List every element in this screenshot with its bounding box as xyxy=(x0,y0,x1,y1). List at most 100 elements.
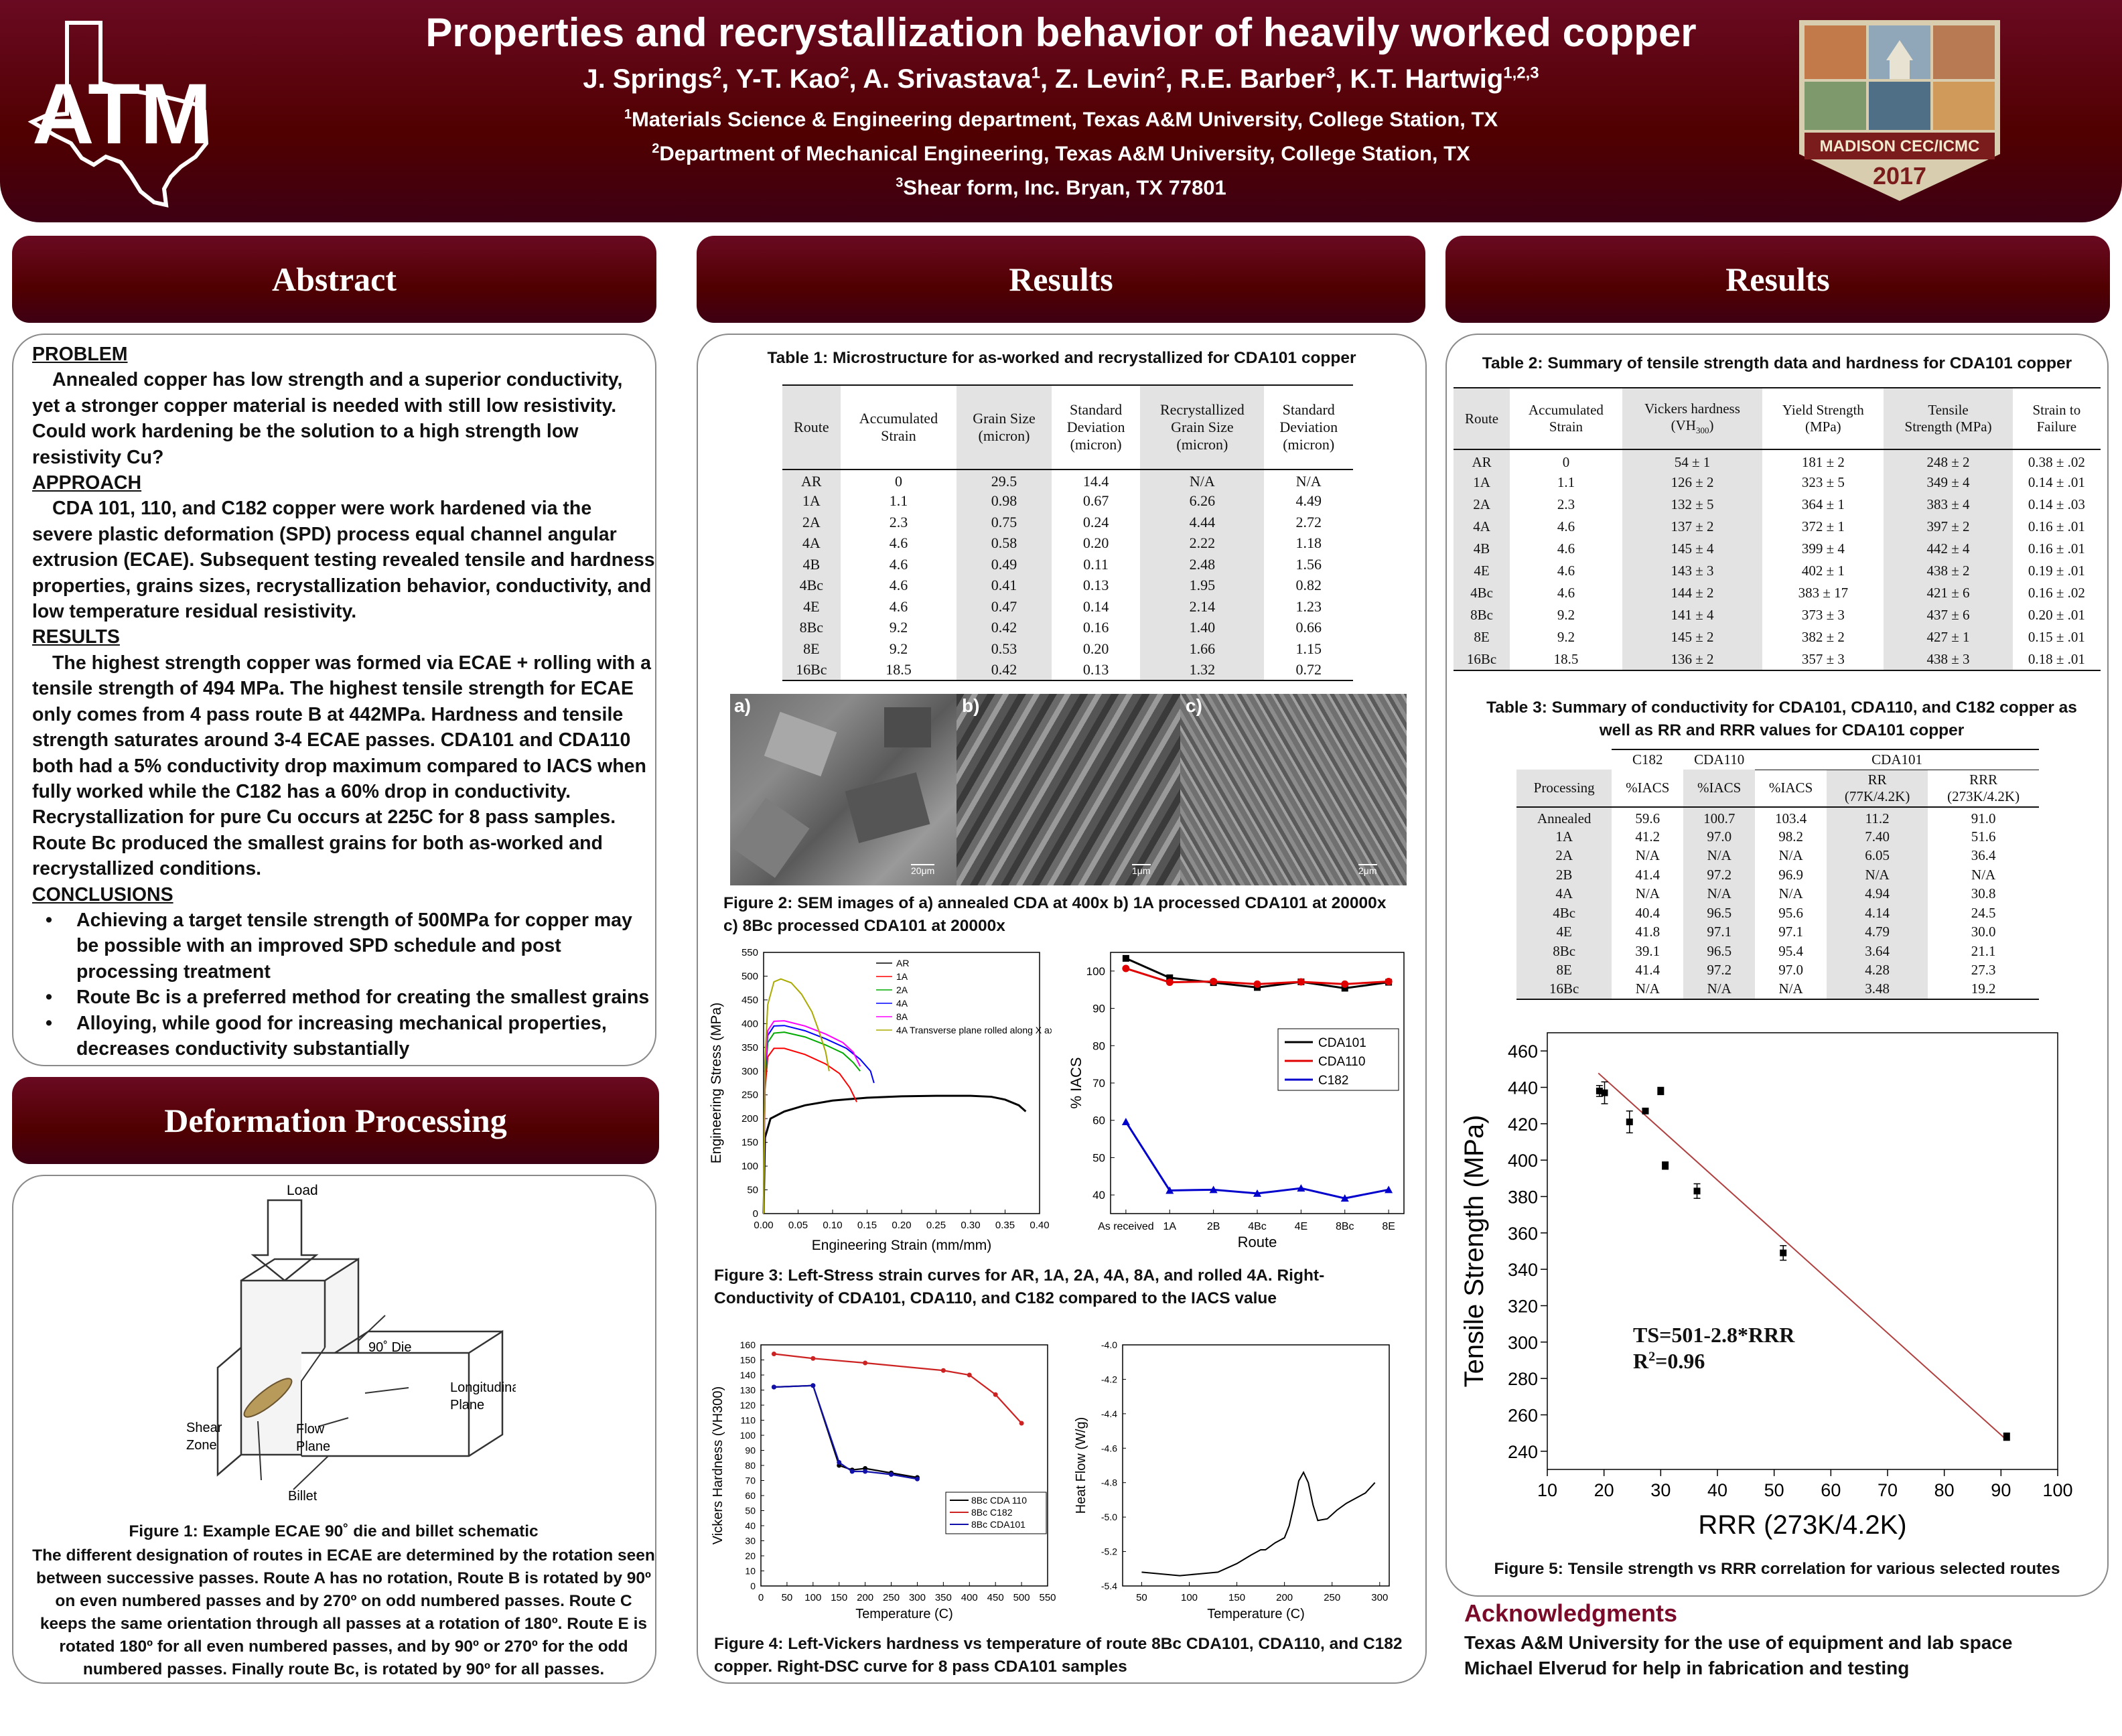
table-cell: 96.5 xyxy=(1683,942,1756,961)
sem-scale-b: 1μm xyxy=(1132,864,1151,876)
tamu-logo: ATM xyxy=(20,16,228,210)
table-row: 2A 2.3 0.75 0.24 4.44 2.72 xyxy=(782,512,1353,533)
x-tick-label: 4Bc xyxy=(1248,1221,1267,1232)
table-cell: 0.16 xyxy=(1082,619,1109,636)
table-header-cell: Standard Deviation (micron) xyxy=(1264,384,1353,470)
table-cell: N/A xyxy=(1778,885,1803,902)
legend-entry: CDA101 xyxy=(1318,1036,1366,1050)
y-tick-label: 30 xyxy=(745,1536,756,1546)
table-cell: 21.1 xyxy=(1971,942,1996,959)
x-tick-label: 0.15 xyxy=(857,1220,877,1231)
table-row: 2A N/A N/A N/A 6.05 36.4 xyxy=(1516,846,2039,865)
table-cell: 0.16 ± .02 xyxy=(2028,585,2085,601)
table-cell: 95.4 xyxy=(1778,942,1803,959)
table-header-cell: Standard Deviation (micron) xyxy=(1051,384,1141,470)
table-cell: 141 ± 4 xyxy=(1622,604,1763,626)
table-cell: 421 ± 6 xyxy=(1884,582,2013,604)
table-header-cell: Grain Size (micron) xyxy=(957,384,1052,470)
table-row: AR 0 29.5 14.4 N/A N/A xyxy=(782,469,1353,491)
sem-scale-a: 20μm xyxy=(911,864,935,876)
data-point xyxy=(1122,964,1130,972)
table-cell: 1A xyxy=(1516,827,1612,847)
table-cell: 8Bc xyxy=(1454,604,1510,626)
y-tick-label: 400 xyxy=(741,1018,758,1029)
table-row: 4A N/A N/A N/A 4.94 30.8 xyxy=(1516,884,2039,903)
data-point xyxy=(1385,977,1393,985)
table-cell: 41.4 xyxy=(1635,866,1660,883)
table-cell: 0.20 xyxy=(1082,534,1109,552)
dsc-chart: 50 100 150 200 250 300 -5.4 -5.2 -5.0 -4.8 -4.6 -4.… xyxy=(1074,1340,1390,1621)
table-cell: 8Bc xyxy=(1516,942,1612,961)
table-cell: N/A xyxy=(1827,865,1928,885)
plot-frame xyxy=(760,1344,1048,1587)
data-point xyxy=(1209,1185,1218,1194)
table-cell: 18.5 xyxy=(840,659,957,681)
conclusion-item: Achieving a target tensile strength of 5… xyxy=(32,908,655,985)
table-cell: 24.5 xyxy=(1971,904,1996,921)
table-cell: 0 xyxy=(1562,453,1570,470)
x-tick-label: 0 xyxy=(758,1592,764,1603)
results-heading-right: Results xyxy=(1445,236,2110,323)
fit-line xyxy=(1598,1072,2007,1441)
conclusion-item: Alloying, while good for increasing mech… xyxy=(32,1011,655,1062)
x-tick-label: 0.20 xyxy=(892,1220,911,1231)
table-cell: N/A xyxy=(1755,980,1827,1000)
data-point xyxy=(1662,1162,1669,1169)
table-cell: N/A xyxy=(1971,866,1996,883)
table-row: 2A 2.3 132 ± 5 364 ± 1 383 ± 4 0.14 ± .03 xyxy=(1454,494,2101,516)
data-point xyxy=(810,1356,816,1361)
x-tick-label: 0.25 xyxy=(926,1220,946,1231)
y-tick-label: 350 xyxy=(741,1042,758,1054)
table-cell: 6.26 xyxy=(1140,490,1265,512)
table-cell: 91.0 xyxy=(1971,810,1996,826)
table-cell: 1.23 xyxy=(1295,597,1322,615)
table-cell: 4.6 xyxy=(1557,585,1575,601)
table-cell: 96.5 xyxy=(1683,903,1756,923)
table-cell: 383 ± 17 xyxy=(1798,585,1849,601)
table-header-cell: Tensile Strength (MPa) xyxy=(1884,387,2013,450)
series-line xyxy=(763,978,830,1214)
y-tick-label: 280 xyxy=(1508,1369,1538,1389)
table-cell: 40.4 xyxy=(1635,904,1660,921)
table-cell: 18.5 xyxy=(1510,648,1622,671)
table-cell: 0.98 xyxy=(957,490,1052,512)
table-cell: 349 ± 4 xyxy=(1884,472,2013,494)
x-tick-label: 8Bc xyxy=(1336,1221,1354,1232)
table-cell: 1A xyxy=(782,490,841,512)
table-cell: 2.14 xyxy=(1140,596,1265,618)
series-line xyxy=(774,1384,918,1479)
legend-entry: 8Bc CDA101 xyxy=(971,1519,1025,1530)
svg-text:ATM: ATM xyxy=(32,66,212,162)
legend-entry: 4A xyxy=(896,998,908,1009)
y-tick-label: 70 xyxy=(1092,1077,1105,1090)
table-cell: 0.53 xyxy=(957,638,1052,660)
data-point xyxy=(1601,1089,1608,1096)
data-point xyxy=(863,1469,868,1474)
table-cell: 27.3 xyxy=(1971,962,1996,979)
table-cell: 399 ± 4 xyxy=(1801,540,1845,557)
svg-text:Longitudinal: Longitudinal xyxy=(450,1380,516,1395)
table-row: 16Bc 18.5 136 ± 2 357 ± 3 438 ± 3 0.18 ± .01 xyxy=(1454,648,2101,671)
data-point xyxy=(771,1352,776,1356)
data-point xyxy=(1297,1184,1305,1192)
table-cell: 2.22 xyxy=(1140,532,1265,554)
y-tick-label: -5.2 xyxy=(1101,1546,1117,1557)
table-cell: 51.6 xyxy=(1971,828,1996,845)
table-cell: 0.18 ± .01 xyxy=(2012,648,2101,671)
x-tick-label: 1A xyxy=(1163,1221,1176,1232)
x-tick-label: 150 xyxy=(831,1592,847,1603)
table-row: 1A 1.1 126 ± 2 323 ± 5 349 ± 4 0.14 ± .01 xyxy=(1454,472,2101,494)
table-row: 4E 41.8 97.1 97.1 4.79 30.0 xyxy=(1516,922,2039,942)
table-cell: 4B xyxy=(782,554,841,575)
hardness-temperature-chart: 0 50 100 150 200 250 300 350 400 450 500 550 0 10 20 30… xyxy=(711,1340,1056,1621)
table-cell: 4E xyxy=(782,596,841,618)
table-cell: 1.56 xyxy=(1295,555,1322,573)
table-header-cell: Route xyxy=(1454,387,1510,450)
table-cell: 16Bc xyxy=(1454,648,1510,671)
table-cell: 438 ± 2 xyxy=(1884,560,2013,582)
table-cell: 4.6 xyxy=(1557,563,1575,579)
table1-caption: Table 1: Microstructure for as-worked an… xyxy=(767,349,1356,367)
legend-box xyxy=(945,1492,1047,1534)
author-name: A. Srivastava1 xyxy=(863,64,1040,94)
table-cell: 3.64 xyxy=(1827,942,1928,961)
